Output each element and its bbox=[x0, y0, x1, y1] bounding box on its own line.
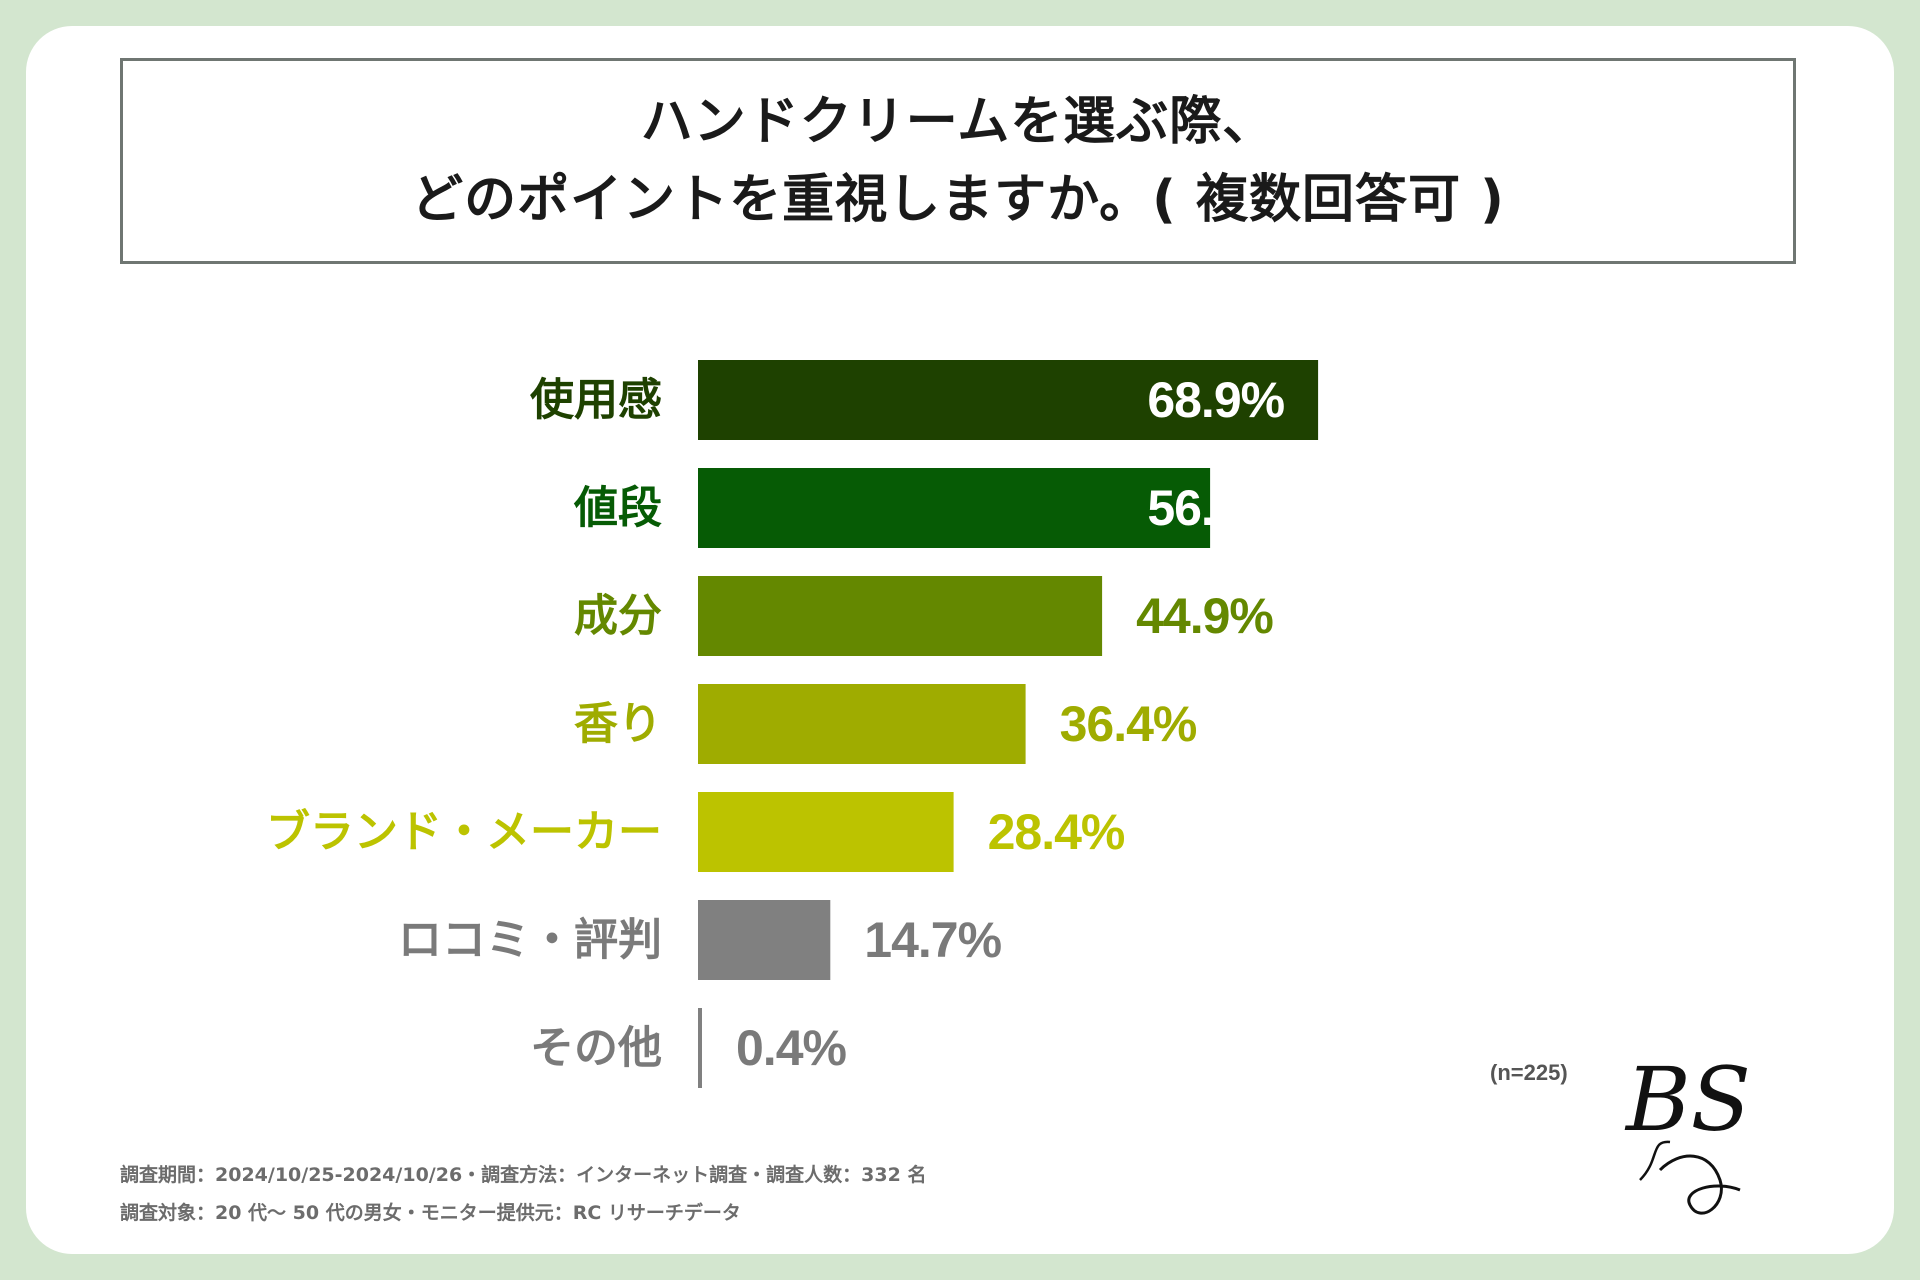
value-label-5: 14.7% bbox=[864, 912, 1001, 968]
category-label-6: その他 bbox=[530, 1023, 662, 1074]
category-label-3: 香り bbox=[574, 699, 662, 750]
logo-text: BS bbox=[1624, 1048, 1751, 1151]
chart-title-line-1: ハンドクリームを選ぶ際、 bbox=[640, 92, 1276, 152]
bar-5 bbox=[698, 900, 831, 980]
bs-monogram-logo: BS bbox=[1624, 1048, 1751, 1215]
category-label-0: 使用感 bbox=[530, 375, 662, 426]
value-label-2: 44.9% bbox=[1136, 588, 1273, 644]
category-label-5: ロコミ・評判 bbox=[398, 915, 662, 966]
value-label-0: 68.9% bbox=[1147, 372, 1284, 428]
category-label-1: 値段 bbox=[573, 483, 662, 534]
bar-6 bbox=[698, 1008, 702, 1088]
bar-4 bbox=[698, 792, 954, 872]
footnote-survey-period: 調査期間：2024/10/25-2024/10/26・調査方法：インターネット調… bbox=[120, 1164, 927, 1186]
category-label-4: ブランド・メーカー bbox=[266, 807, 662, 858]
chart-title-line-2: どのポイントを重視しますか。( 複数回答可 ) bbox=[411, 170, 1505, 230]
sample-size: (n=225) bbox=[1490, 1060, 1568, 1085]
value-label-4: 28.4% bbox=[988, 804, 1125, 860]
bar-2 bbox=[698, 576, 1103, 656]
category-label-2: 成分 bbox=[574, 591, 662, 642]
bar-3 bbox=[698, 684, 1026, 764]
bar-1 bbox=[698, 468, 1211, 548]
bar-0 bbox=[698, 360, 1319, 440]
value-label-1: 56.9% bbox=[1147, 480, 1284, 536]
logo-flourish bbox=[1658, 1154, 1741, 1215]
value-label-3: 36.4% bbox=[1060, 696, 1197, 752]
logo-swirl bbox=[1639, 1140, 1671, 1181]
title-box: ハンドクリームを選ぶ際、 どのポイントを重視しますか。( 複数回答可 ) bbox=[120, 58, 1796, 264]
value-label-6: 0.4% bbox=[736, 1020, 847, 1076]
footnote-survey-target: 調査対象：20 代〜 50 代の男女・モニター提供元：RC リサーチデータ bbox=[120, 1202, 741, 1224]
